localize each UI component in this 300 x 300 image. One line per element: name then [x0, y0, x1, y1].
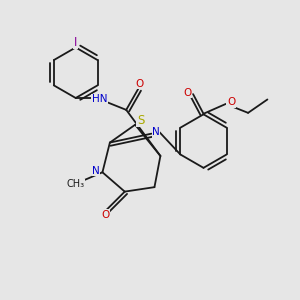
Text: I: I: [74, 36, 77, 49]
Text: O: O: [227, 98, 235, 107]
Text: S: S: [137, 114, 144, 127]
Text: HN: HN: [92, 94, 107, 104]
Text: O: O: [101, 210, 110, 220]
Text: N: N: [92, 166, 100, 176]
Text: O: O: [136, 79, 144, 89]
Text: O: O: [184, 88, 192, 98]
Text: N: N: [152, 127, 160, 137]
Text: CH₃: CH₃: [67, 179, 85, 189]
